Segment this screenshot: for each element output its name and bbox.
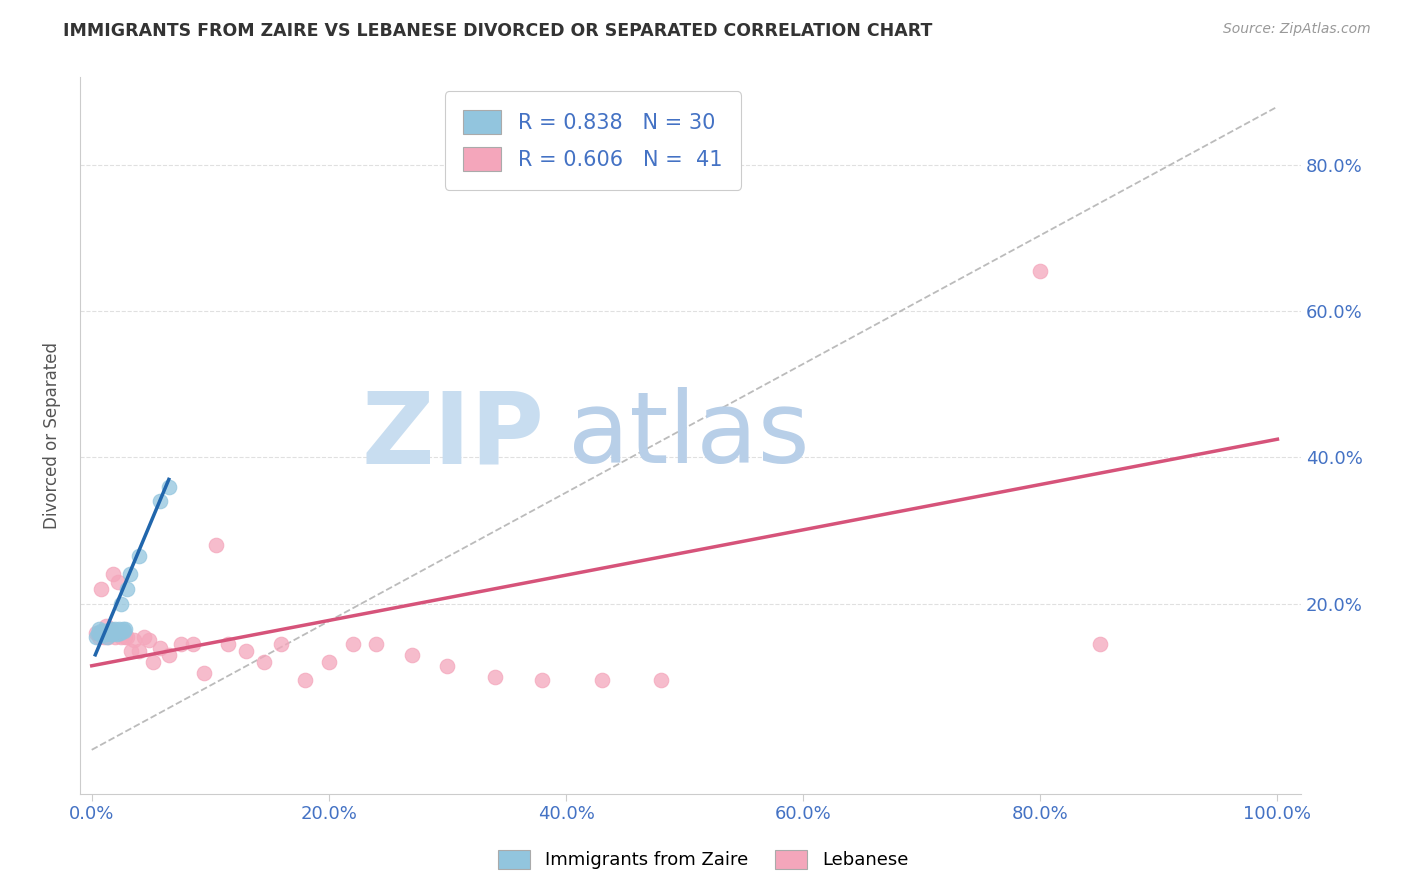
Point (128, 644, 150, 658)
Point (93, 630, 115, 644)
Point (436, 658, 458, 673)
Point (101, 626, 124, 640)
Point (86, 626, 108, 640)
Point (531, 673, 554, 688)
Point (86, 630, 108, 644)
Point (149, 494, 172, 508)
Point (114, 630, 136, 644)
Point (205, 538, 228, 552)
Point (103, 624, 125, 638)
Point (149, 640, 172, 655)
Point (111, 622, 134, 636)
Point (318, 655, 340, 669)
Point (366, 637, 388, 651)
Point (128, 549, 150, 563)
Point (114, 622, 136, 636)
Point (87, 622, 110, 636)
Text: Source: ZipAtlas.com: Source: ZipAtlas.com (1223, 22, 1371, 37)
Text: IMMIGRANTS FROM ZAIRE VS LEBANESE DIVORCED OR SEPARATED CORRELATION CHART: IMMIGRANTS FROM ZAIRE VS LEBANESE DIVORC… (63, 22, 932, 40)
Point (117, 582, 139, 596)
Point (117, 630, 139, 644)
Point (97, 626, 120, 640)
Point (120, 644, 142, 658)
Point (101, 567, 124, 582)
Point (157, 480, 180, 494)
Point (484, 670, 506, 684)
Point (169, 637, 191, 651)
Point (94, 624, 117, 638)
Point (86, 626, 108, 640)
Point (107, 574, 129, 589)
Y-axis label: Divorced or Separated: Divorced or Separated (44, 342, 60, 529)
Point (157, 648, 180, 662)
Point (181, 637, 204, 651)
Point (89, 627, 111, 641)
Point (107, 624, 129, 639)
Point (132, 630, 155, 644)
Point (108, 622, 131, 636)
Legend: R = 0.838   N = 30, R = 0.606   N =  41: R = 0.838 N = 30, R = 0.606 N = 41 (444, 92, 741, 190)
Point (100, 622, 122, 636)
Point (94, 618, 117, 632)
Point (124, 633, 146, 648)
Point (235, 644, 257, 658)
Point (108, 626, 131, 640)
Point (101, 627, 124, 641)
Point (1029, 264, 1052, 278)
Point (142, 655, 165, 669)
Point (100, 622, 122, 636)
Point (90, 582, 112, 596)
Point (270, 637, 292, 651)
Point (1088, 637, 1111, 651)
Point (401, 648, 423, 662)
Point (253, 655, 276, 669)
Point (650, 673, 672, 688)
Point (342, 637, 364, 651)
Point (104, 622, 127, 636)
Point (91, 628, 114, 642)
Point (591, 673, 613, 688)
Point (294, 673, 316, 688)
Point (96, 630, 118, 644)
Point (104, 630, 127, 644)
Point (112, 624, 135, 639)
Point (87, 630, 110, 644)
Point (90, 624, 112, 639)
Text: ZIP: ZIP (361, 387, 544, 484)
Point (138, 633, 160, 648)
Point (193, 666, 215, 681)
Point (217, 637, 239, 651)
Point (110, 630, 132, 644)
Point (98, 624, 121, 639)
Point (94, 627, 117, 641)
Point (93, 626, 115, 640)
Text: atlas: atlas (568, 387, 810, 484)
Point (105, 627, 128, 641)
Point (110, 597, 132, 611)
Point (97, 630, 120, 644)
Legend: Immigrants from Zaire, Lebanese: Immigrants from Zaire, Lebanese (489, 841, 917, 879)
Point (118, 567, 141, 582)
